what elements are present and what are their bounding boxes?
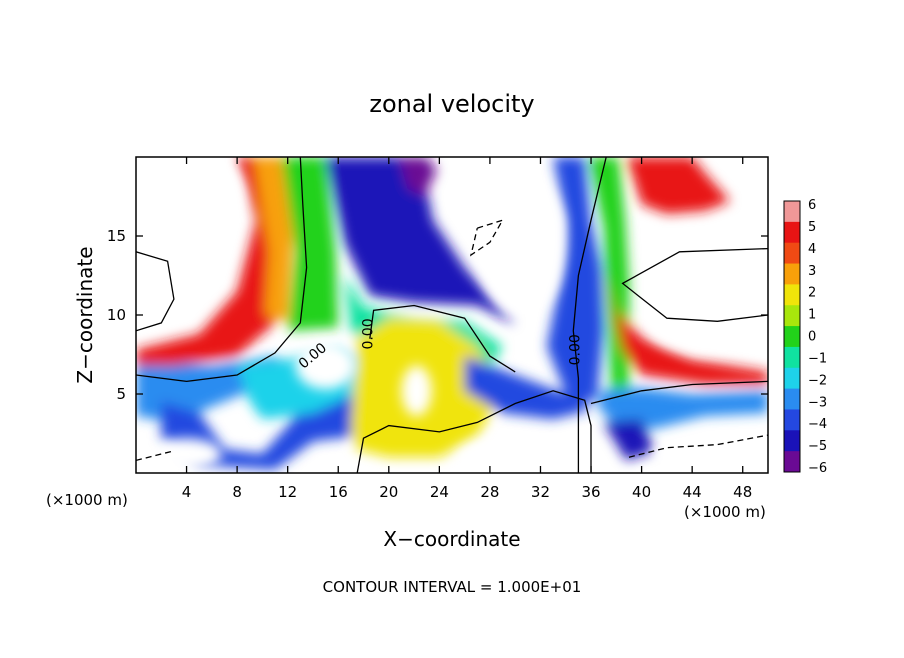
x-tick-label: 20: [379, 483, 398, 501]
hole-upper-right: [477, 172, 566, 315]
hole-center-ellipse: [401, 365, 432, 417]
colorbar-tick-label: 2: [808, 286, 816, 301]
x-tick-label: 32: [531, 483, 550, 501]
x-tick-label: 28: [480, 483, 499, 501]
colorbar-tick-label: −5: [808, 439, 827, 454]
colorbar-tick-label: 5: [808, 220, 816, 235]
colorbar-swatch: [784, 326, 800, 348]
x-tick-label: 44: [683, 483, 702, 501]
hole-left-ellipse: [295, 341, 356, 390]
field-left-column-green: [281, 157, 339, 331]
x-tick-label: 24: [430, 483, 449, 501]
contour-far-right-thin: [621, 247, 768, 322]
y-axis-title: Z−coordinate: [73, 246, 97, 383]
colorbar-tick-label: −2: [808, 373, 827, 388]
colorbar-swatch: [784, 221, 800, 244]
y-axis: 5 10 15: [107, 227, 768, 403]
x-axis-title: X−coordinate: [383, 527, 520, 551]
colorbar-swatch: [784, 346, 800, 369]
hole-right-mid: [647, 302, 762, 353]
contour-center-zero: [369, 304, 516, 373]
contour-label: 0.00: [568, 334, 584, 365]
colorbar-swatch: [784, 367, 800, 390]
colorbar-tick-label: 0: [808, 330, 816, 345]
contour-bottom-right-dashed: [628, 434, 768, 458]
field-right-positive-band: [603, 267, 768, 385]
x-tick-label: 36: [581, 483, 600, 501]
colorbar-tick-label: −1: [808, 351, 827, 366]
contour-left-zero: [136, 157, 308, 383]
contour-lines: [136, 157, 768, 473]
field-central-blue-column: [325, 157, 516, 325]
colorbar-tick-label: 4: [808, 242, 816, 257]
colorbar-swatch: [784, 430, 800, 452]
field-right-lower-jet: [597, 387, 768, 429]
x-axis: 4 8 12 16 20 24 28 32 36 40 44 48: [182, 157, 752, 501]
y-tick-label: 10: [107, 306, 126, 324]
field-central-purple-top: [398, 157, 437, 197]
x-tick-label: 16: [329, 483, 348, 501]
x-tick-label: 48: [733, 483, 752, 501]
hole-top-left: [136, 157, 244, 244]
colorbar-tick-label: −4: [808, 417, 827, 432]
hole-bottom-left: [151, 438, 222, 470]
colorbar-tick-label: 6: [808, 198, 816, 213]
contour-small-dashed: [469, 219, 504, 257]
x-unit-label: (×1000 m): [684, 503, 766, 521]
contour-label: 0.00: [360, 318, 376, 349]
chart-title: zonal velocity: [369, 90, 534, 118]
hole-bottom-right: [654, 435, 756, 473]
velocity-field: [136, 157, 768, 473]
field-left-upper-positive: [136, 157, 288, 366]
contour-right-lower-zero: [590, 380, 768, 405]
y-tick-label: 5: [116, 385, 126, 403]
colorbar-swatch: [784, 201, 800, 223]
contour-far-left-thin: [136, 251, 175, 332]
y-unit-label: (×1000 m): [46, 491, 128, 509]
colorbar-swatch: [784, 263, 800, 285]
colorbar-swatch: [784, 242, 800, 265]
colorbar: 6 5 4 3 2 1 0 −1 −2 −3 −4 −5 −6: [783, 198, 827, 476]
contour-bottom-left-dashed: [136, 450, 175, 462]
contour-right-zero: [572, 157, 607, 473]
x-tick-label: 40: [632, 483, 651, 501]
colorbar-swatch: [784, 409, 800, 431]
field-right-lower-blue: [603, 419, 655, 461]
colorbar-frame: [783, 200, 801, 473]
y-tick-label: 15: [107, 227, 126, 245]
x-tick-label: 12: [278, 483, 297, 501]
colorbar-swatch: [784, 388, 800, 410]
field-right-green-column: [588, 157, 629, 394]
colorbar-tick-label: −6: [808, 461, 827, 476]
field-upper-right-positive: [626, 157, 731, 214]
contour-lower-zero: [356, 390, 592, 473]
colorbar-tick-label: 3: [808, 264, 816, 279]
colorbar-tick-label: −3: [808, 395, 827, 410]
field-right-blue-column: [546, 157, 604, 410]
x-tick-label: 8: [232, 483, 242, 501]
field-left-column-yellow: [253, 157, 293, 322]
colorbar-tick-label: 1: [808, 308, 816, 323]
x-tick-label: 4: [182, 483, 192, 501]
contour-interval-note: CONTOUR INTERVAL = 1.000E+01: [323, 578, 582, 596]
field-mid-blue-band: [464, 356, 591, 420]
colorbar-swatch: [784, 284, 800, 306]
hole-bottom-center: [458, 441, 535, 473]
colorbar-swatch: [784, 451, 800, 473]
colorbar-swatch: [784, 305, 800, 327]
